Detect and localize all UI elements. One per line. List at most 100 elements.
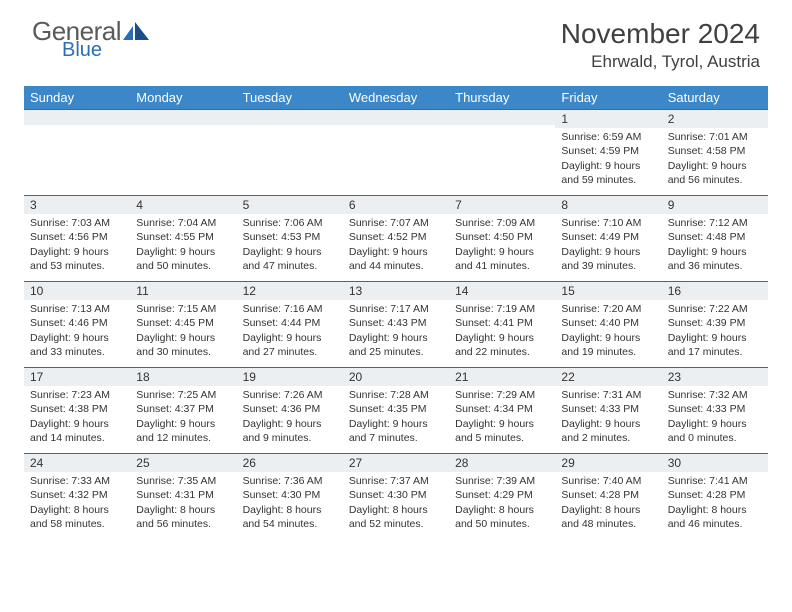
- calendar-day-cell: 17Sunrise: 7:23 AMSunset: 4:38 PMDayligh…: [24, 367, 130, 453]
- sunrise-text: Sunrise: 7:09 AM: [455, 216, 549, 230]
- calendar-day-cell: 23Sunrise: 7:32 AMSunset: 4:33 PMDayligh…: [662, 367, 768, 453]
- day-content: Sunrise: 7:36 AMSunset: 4:30 PMDaylight:…: [237, 472, 343, 533]
- day-number: 4: [130, 195, 236, 214]
- daylight-text: Daylight: 9 hours and 33 minutes.: [30, 331, 124, 359]
- day-number: 13: [343, 281, 449, 300]
- weekday-header: Tuesday: [237, 86, 343, 109]
- daylight-text: Daylight: 9 hours and 56 minutes.: [668, 159, 762, 187]
- sunset-text: Sunset: 4:52 PM: [349, 230, 443, 244]
- sunset-text: Sunset: 4:59 PM: [561, 144, 655, 158]
- calendar-day-cell: 3Sunrise: 7:03 AMSunset: 4:56 PMDaylight…: [24, 195, 130, 281]
- day-number: [24, 109, 130, 125]
- day-content: Sunrise: 7:12 AMSunset: 4:48 PMDaylight:…: [662, 214, 768, 275]
- sunset-text: Sunset: 4:49 PM: [561, 230, 655, 244]
- sunset-text: Sunset: 4:53 PM: [243, 230, 337, 244]
- day-number: 11: [130, 281, 236, 300]
- daylight-text: Daylight: 9 hours and 17 minutes.: [668, 331, 762, 359]
- daylight-text: Daylight: 8 hours and 58 minutes.: [30, 503, 124, 531]
- calendar-week-row: 1Sunrise: 6:59 AMSunset: 4:59 PMDaylight…: [24, 109, 768, 195]
- daylight-text: Daylight: 9 hours and 2 minutes.: [561, 417, 655, 445]
- daylight-text: Daylight: 9 hours and 41 minutes.: [455, 245, 549, 273]
- sunrise-text: Sunrise: 7:23 AM: [30, 388, 124, 402]
- sunrise-text: Sunrise: 7:33 AM: [30, 474, 124, 488]
- calendar-day-cell: 27Sunrise: 7:37 AMSunset: 4:30 PMDayligh…: [343, 453, 449, 539]
- day-number: 3: [24, 195, 130, 214]
- daylight-text: Daylight: 9 hours and 0 minutes.: [668, 417, 762, 445]
- daylight-text: Daylight: 9 hours and 19 minutes.: [561, 331, 655, 359]
- sunset-text: Sunset: 4:44 PM: [243, 316, 337, 330]
- day-number: [130, 109, 236, 125]
- calendar-day-cell: 28Sunrise: 7:39 AMSunset: 4:29 PMDayligh…: [449, 453, 555, 539]
- daylight-text: Daylight: 9 hours and 47 minutes.: [243, 245, 337, 273]
- weekday-header: Wednesday: [343, 86, 449, 109]
- sunrise-text: Sunrise: 7:03 AM: [30, 216, 124, 230]
- daylight-text: Daylight: 8 hours and 46 minutes.: [668, 503, 762, 531]
- daylight-text: Daylight: 8 hours and 54 minutes.: [243, 503, 337, 531]
- daylight-text: Daylight: 8 hours and 50 minutes.: [455, 503, 549, 531]
- daylight-text: Daylight: 9 hours and 53 minutes.: [30, 245, 124, 273]
- sunset-text: Sunset: 4:33 PM: [561, 402, 655, 416]
- calendar-week-row: 3Sunrise: 7:03 AMSunset: 4:56 PMDaylight…: [24, 195, 768, 281]
- day-content: Sunrise: 7:16 AMSunset: 4:44 PMDaylight:…: [237, 300, 343, 361]
- sunrise-text: Sunrise: 7:22 AM: [668, 302, 762, 316]
- calendar-day-cell: 2Sunrise: 7:01 AMSunset: 4:58 PMDaylight…: [662, 109, 768, 195]
- day-number: 22: [555, 367, 661, 386]
- day-content: Sunrise: 7:39 AMSunset: 4:29 PMDaylight:…: [449, 472, 555, 533]
- daylight-text: Daylight: 9 hours and 27 minutes.: [243, 331, 337, 359]
- day-content: Sunrise: 7:09 AMSunset: 4:50 PMDaylight:…: [449, 214, 555, 275]
- day-content: Sunrise: 7:25 AMSunset: 4:37 PMDaylight:…: [130, 386, 236, 447]
- daylight-text: Daylight: 9 hours and 14 minutes.: [30, 417, 124, 445]
- sunrise-text: Sunrise: 7:26 AM: [243, 388, 337, 402]
- day-number: 19: [237, 367, 343, 386]
- title-block: November 2024 Ehrwald, Tyrol, Austria: [561, 18, 760, 72]
- calendar-day-cell: 10Sunrise: 7:13 AMSunset: 4:46 PMDayligh…: [24, 281, 130, 367]
- sunrise-text: Sunrise: 7:06 AM: [243, 216, 337, 230]
- day-number: 15: [555, 281, 661, 300]
- sunrise-text: Sunrise: 7:10 AM: [561, 216, 655, 230]
- daylight-text: Daylight: 9 hours and 59 minutes.: [561, 159, 655, 187]
- calendar-day-cell: [24, 109, 130, 195]
- sunrise-text: Sunrise: 7:28 AM: [349, 388, 443, 402]
- day-content: Sunrise: 7:01 AMSunset: 4:58 PMDaylight:…: [662, 128, 768, 189]
- day-number: 6: [343, 195, 449, 214]
- day-number: 7: [449, 195, 555, 214]
- calendar-body: 1Sunrise: 6:59 AMSunset: 4:59 PMDaylight…: [24, 109, 768, 539]
- day-number: [237, 109, 343, 125]
- sunset-text: Sunset: 4:32 PM: [30, 488, 124, 502]
- sunset-text: Sunset: 4:36 PM: [243, 402, 337, 416]
- day-content: Sunrise: 7:40 AMSunset: 4:28 PMDaylight:…: [555, 472, 661, 533]
- weekday-header: Friday: [555, 86, 661, 109]
- weekday-header: Monday: [130, 86, 236, 109]
- sunrise-text: Sunrise: 7:17 AM: [349, 302, 443, 316]
- calendar-day-cell: 22Sunrise: 7:31 AMSunset: 4:33 PMDayligh…: [555, 367, 661, 453]
- daylight-text: Daylight: 9 hours and 22 minutes.: [455, 331, 549, 359]
- day-content: Sunrise: 7:17 AMSunset: 4:43 PMDaylight:…: [343, 300, 449, 361]
- logo-text: General Blue: [32, 18, 121, 60]
- day-content: Sunrise: 7:03 AMSunset: 4:56 PMDaylight:…: [24, 214, 130, 275]
- sunset-text: Sunset: 4:33 PM: [668, 402, 762, 416]
- daylight-text: Daylight: 9 hours and 12 minutes.: [136, 417, 230, 445]
- sunset-text: Sunset: 4:48 PM: [668, 230, 762, 244]
- day-number: 2: [662, 109, 768, 128]
- sunset-text: Sunset: 4:41 PM: [455, 316, 549, 330]
- day-number: 12: [237, 281, 343, 300]
- daylight-text: Daylight: 8 hours and 56 minutes.: [136, 503, 230, 531]
- sunset-text: Sunset: 4:34 PM: [455, 402, 549, 416]
- calendar-day-cell: 30Sunrise: 7:41 AMSunset: 4:28 PMDayligh…: [662, 453, 768, 539]
- day-content: Sunrise: 7:22 AMSunset: 4:39 PMDaylight:…: [662, 300, 768, 361]
- day-number: 18: [130, 367, 236, 386]
- daylight-text: Daylight: 9 hours and 7 minutes.: [349, 417, 443, 445]
- day-number: 16: [662, 281, 768, 300]
- day-number: 5: [237, 195, 343, 214]
- sunset-text: Sunset: 4:30 PM: [243, 488, 337, 502]
- day-number: 26: [237, 453, 343, 472]
- day-number: 24: [24, 453, 130, 472]
- calendar-day-cell: [130, 109, 236, 195]
- calendar-day-cell: 11Sunrise: 7:15 AMSunset: 4:45 PMDayligh…: [130, 281, 236, 367]
- day-number: 29: [555, 453, 661, 472]
- daylight-text: Daylight: 9 hours and 25 minutes.: [349, 331, 443, 359]
- sunset-text: Sunset: 4:30 PM: [349, 488, 443, 502]
- calendar-day-cell: 6Sunrise: 7:07 AMSunset: 4:52 PMDaylight…: [343, 195, 449, 281]
- day-number: 17: [24, 367, 130, 386]
- weekday-header: Thursday: [449, 86, 555, 109]
